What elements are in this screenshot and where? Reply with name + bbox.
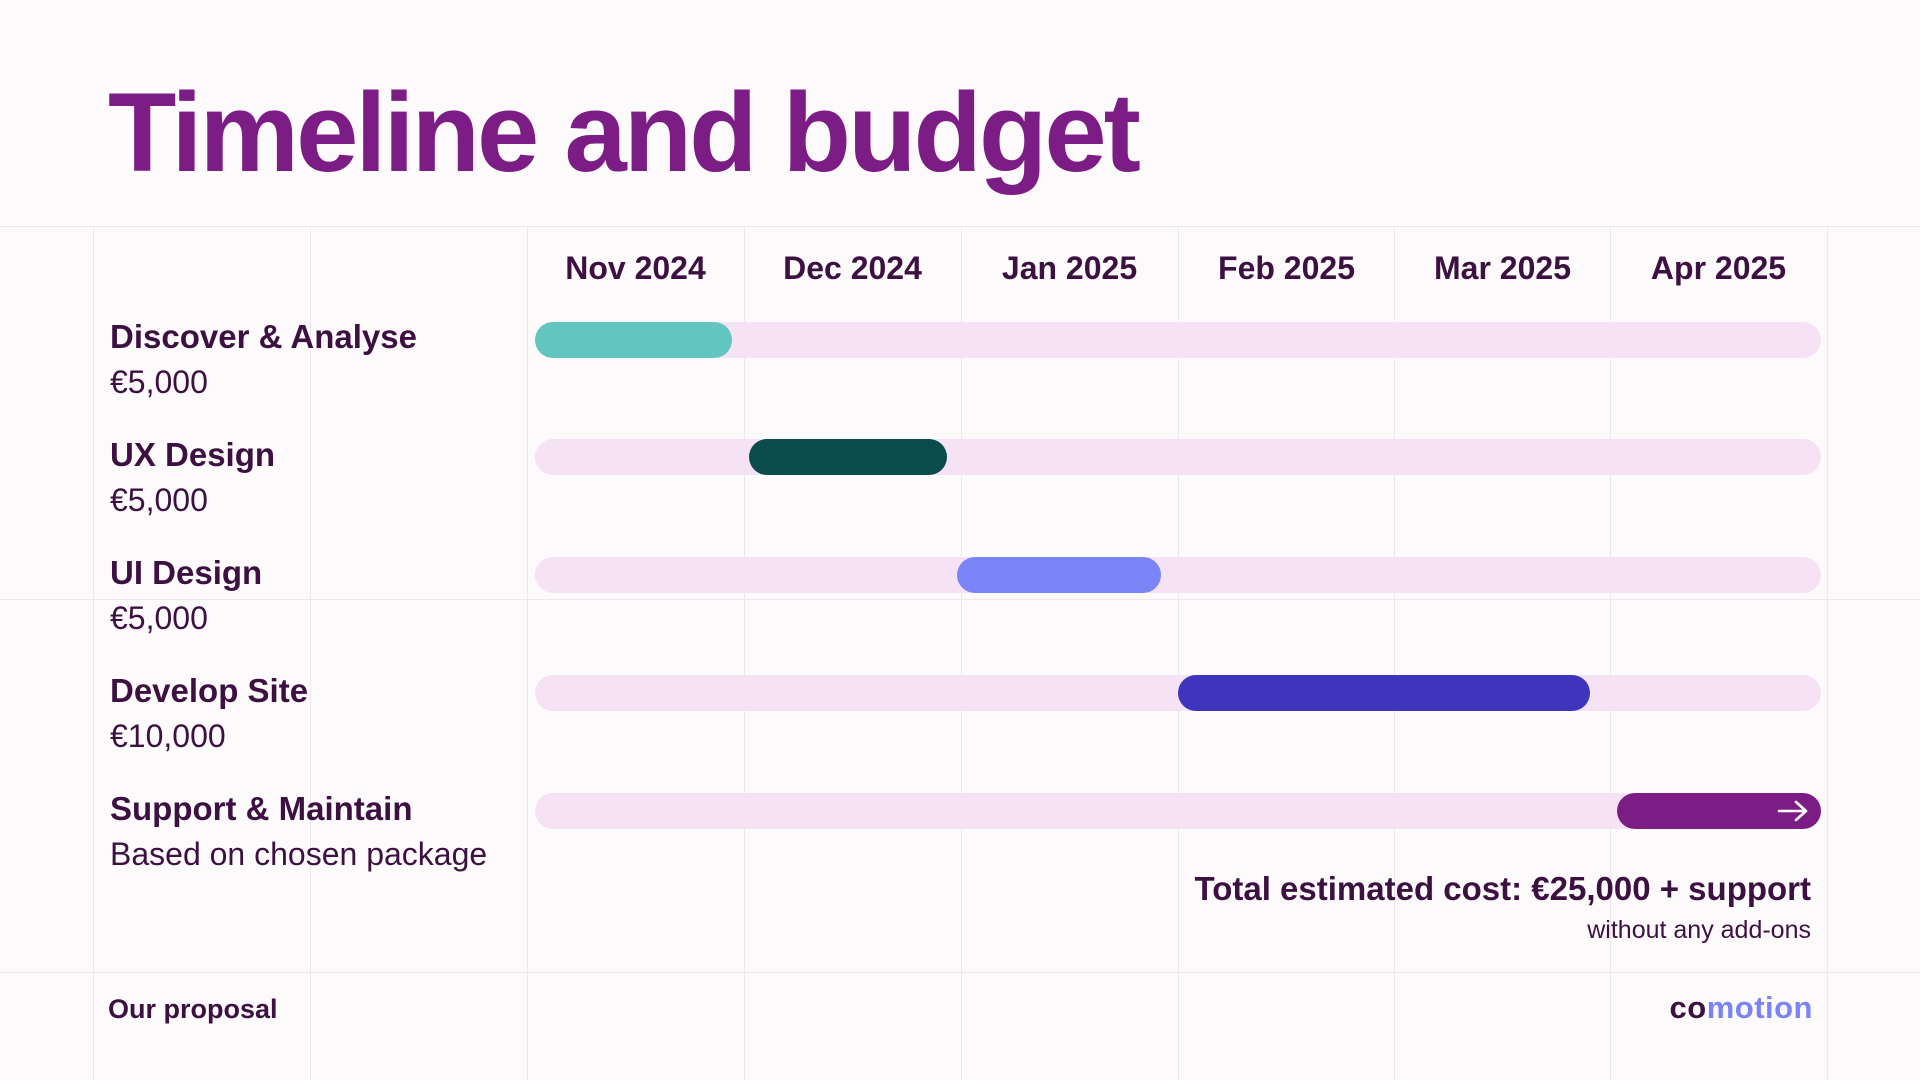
timeline-track [535, 793, 1821, 829]
grid-line [1178, 226, 1179, 1080]
grid-line [527, 226, 528, 1080]
grid-line [744, 226, 745, 1080]
grid-line [310, 226, 311, 1080]
phase-name: Discover & Analyse [110, 318, 417, 355]
phase-cost: €10,000 [110, 718, 226, 754]
timeline-track [535, 675, 1821, 711]
grid-line [1394, 226, 1395, 1080]
total-cost: Total estimated cost: €25,000 + support [1194, 870, 1812, 907]
month-label: Apr 2025 [1650, 250, 1787, 286]
brand-logo: comotion [1669, 990, 1813, 1025]
phase-cost: €5,000 [110, 482, 208, 518]
month-label: Dec 2024 [783, 250, 922, 286]
page-title: Timeline and budget [108, 70, 1141, 195]
month-label: Mar 2025 [1434, 250, 1571, 286]
footer-label: Our proposal [108, 994, 278, 1024]
phase-bar [1617, 793, 1821, 829]
phase-name: UX Design [110, 436, 276, 473]
grid-line [961, 226, 962, 1080]
timeline-track [535, 322, 1821, 358]
arrow-right-icon [1777, 800, 1808, 822]
phase-cost: €5,000 [110, 600, 208, 636]
month-label: Feb 2025 [1218, 250, 1355, 286]
phase-name: Develop Site [110, 672, 309, 709]
grid-line [1827, 226, 1828, 1080]
phase-cost: €5,000 [110, 364, 208, 400]
grid-line [0, 599, 1920, 600]
phase-bar [1178, 675, 1590, 711]
grid-line [0, 972, 1920, 973]
month-label: Jan 2025 [1001, 250, 1138, 286]
grid-line [1610, 226, 1611, 1080]
phase-name: UI Design [110, 554, 263, 591]
grid-line [0, 226, 1920, 227]
phase-cost: Based on chosen package [110, 836, 488, 872]
grid-line [93, 226, 94, 1080]
phase-bar [535, 322, 733, 358]
month-label: Nov 2024 [565, 250, 706, 286]
phase-bar [957, 557, 1161, 593]
phase-name: Support & Maintain [110, 790, 413, 827]
timeline-track [535, 557, 1821, 593]
timeline-track [535, 439, 1821, 475]
phase-bar [749, 439, 947, 475]
total-note: without any add-ons [1587, 916, 1811, 944]
